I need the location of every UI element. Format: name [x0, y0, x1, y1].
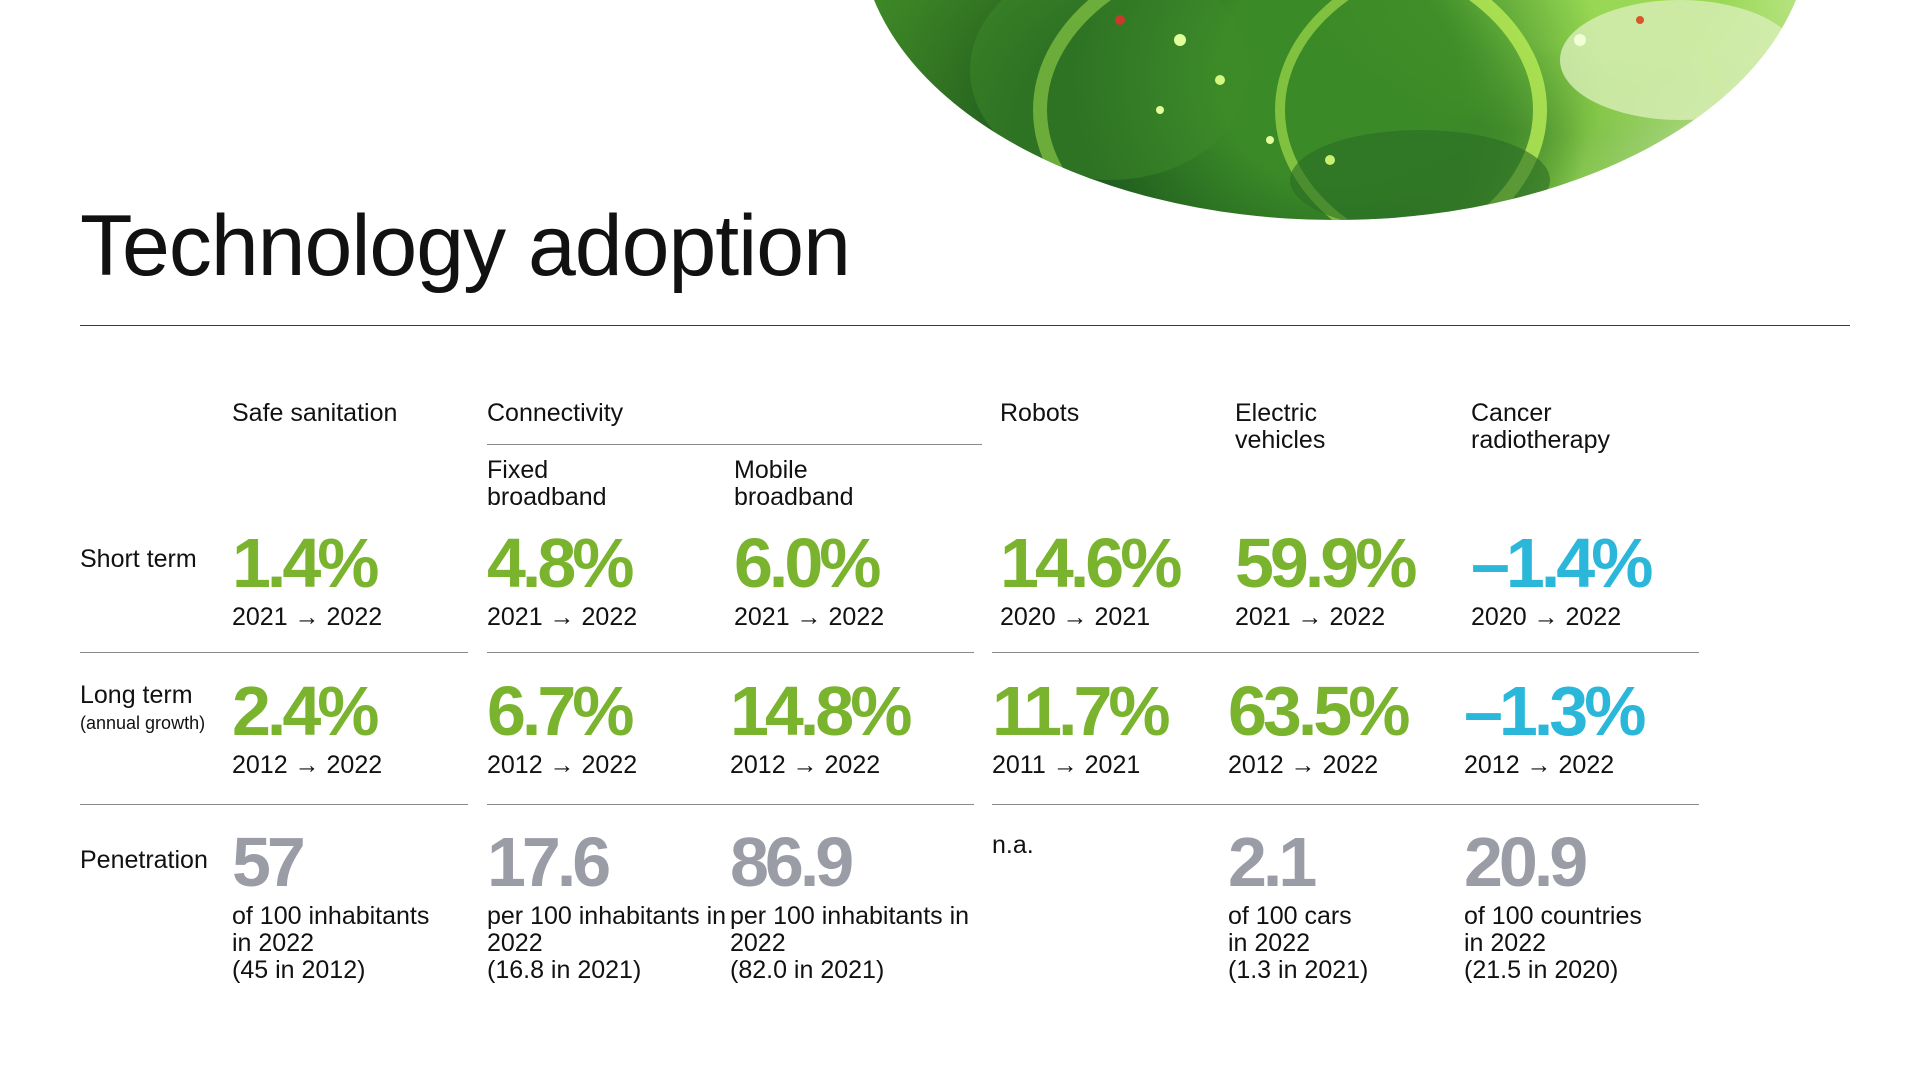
long-term-robots-period: 2011 → 2021 — [992, 751, 1141, 779]
penetration-robots-na: n.a. — [992, 831, 1034, 859]
row-divider — [487, 804, 974, 805]
page-title: Technology adoption — [80, 198, 851, 294]
short-term-ev-value: 59.9% — [1235, 524, 1417, 602]
col-header-connectivity: Connectivity — [487, 399, 624, 427]
long-term-cancer-period: 2012 → 2022 — [1464, 751, 1615, 779]
title-divider — [80, 325, 1850, 326]
row-divider — [80, 804, 468, 805]
long-term-sanitation-value: 2.4% — [232, 672, 380, 750]
short-term-fixed-period: 2021 → 2022 — [487, 603, 638, 631]
penetration-ev-desc: of 100 cars in 2022 (1.3 in 2021) — [1228, 902, 1369, 984]
penetration-mobile-value: 86.9 — [730, 823, 854, 901]
short-term-mobile-period: 2021 → 2022 — [734, 603, 885, 631]
penetration-fixed-value: 17.6 — [487, 823, 611, 901]
penetration-cancer-desc: of 100 countries in 2022 (21.5 in 2020) — [1464, 902, 1642, 984]
penetration-cancer-value: 20.9 — [1464, 823, 1588, 901]
row-divider — [487, 652, 974, 653]
short-term-sanitation-value: 1.4% — [232, 524, 380, 602]
hero-image — [860, 0, 1810, 220]
short-term-robots-value: 14.6% — [1000, 524, 1182, 602]
connectivity-divider — [487, 444, 982, 445]
penetration-ev-value: 2.1 — [1228, 823, 1317, 901]
long-term-ev-value: 63.5% — [1228, 672, 1410, 750]
penetration-sanitation-value: 57 — [232, 823, 306, 901]
row-label-long-term-note: (annual growth) — [80, 713, 206, 733]
long-term-cancer-value: –1.3% — [1464, 672, 1646, 750]
short-term-cancer-value: –1.4% — [1471, 524, 1653, 602]
penetration-sanitation-desc: of 100 inhabitants in 2022 (45 in 2012) — [232, 902, 430, 984]
long-term-mobile-period: 2012 → 2022 — [730, 751, 881, 779]
long-term-sanitation-period: 2012 → 2022 — [232, 751, 383, 779]
penetration-mobile-desc: per 100 inhabitants in 2022 (82.0 in 202… — [730, 902, 970, 984]
row-label-short-term: Short term — [80, 545, 197, 573]
short-term-mobile-value: 6.0% — [734, 524, 882, 602]
long-term-ev-period: 2012 → 2022 — [1228, 751, 1379, 779]
col-header-robots: Robots — [1000, 399, 1080, 427]
short-term-ev-period: 2021 → 2022 — [1235, 603, 1386, 631]
row-label-long-term: Long term — [80, 681, 193, 709]
col-header-sanitation: Safe sanitation — [232, 399, 398, 427]
long-term-mobile-value: 14.8% — [730, 672, 912, 750]
short-term-robots-period: 2020 → 2021 — [1000, 603, 1151, 631]
short-term-cancer-period: 2020 → 2022 — [1471, 603, 1622, 631]
row-divider — [80, 652, 468, 653]
row-divider — [992, 804, 1699, 805]
short-term-fixed-value: 4.8% — [487, 524, 635, 602]
long-term-fixed-value: 6.7% — [487, 672, 635, 750]
penetration-fixed-desc: per 100 inhabitants in 2022 (16.8 in 202… — [487, 902, 727, 984]
short-term-sanitation-period: 2021 → 2022 — [232, 603, 383, 631]
row-divider — [992, 652, 1699, 653]
col-header-electric-vehicles: Electric vehicles — [1235, 399, 1326, 454]
long-term-robots-value: 11.7% — [992, 672, 1171, 750]
long-term-fixed-period: 2012 → 2022 — [487, 751, 638, 779]
row-label-penetration: Penetration — [80, 846, 208, 874]
col-header-mobile-broadband: Mobile broadband — [734, 456, 854, 511]
col-header-fixed-broadband: Fixed broadband — [487, 456, 607, 511]
col-header-cancer-radiotherapy: Cancer radiotherapy — [1471, 399, 1610, 454]
